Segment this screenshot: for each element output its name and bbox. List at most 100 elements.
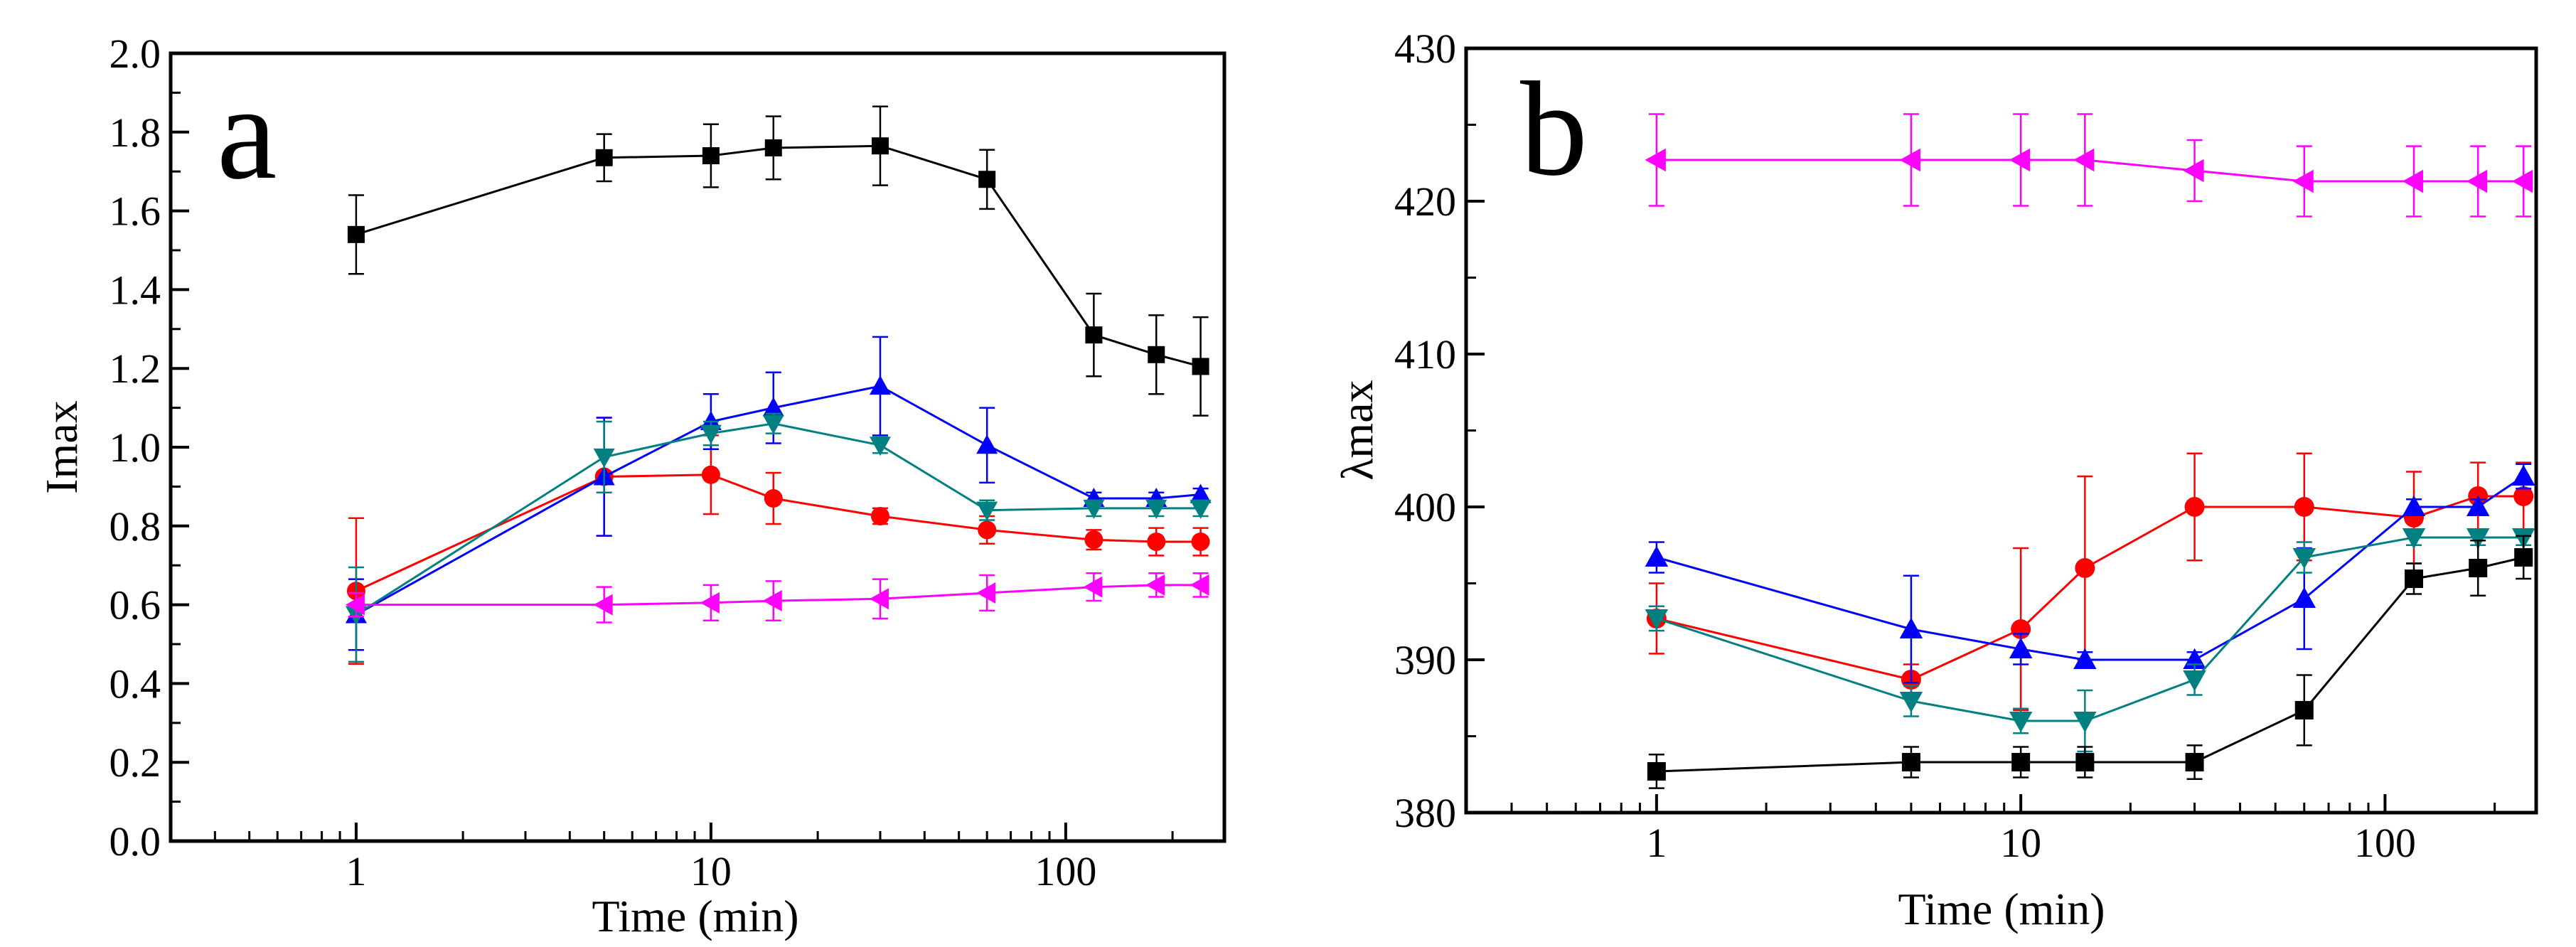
- panel-b-y-tick-label: 420: [1394, 178, 1456, 225]
- panel-b-data-point: [2292, 587, 2316, 608]
- panel-b-data-point: [2292, 547, 2316, 569]
- panel-b-data-point: [2404, 569, 2423, 589]
- panel-b-data-point: [1899, 692, 1923, 713]
- panel-a-y-tick-label: 1.4: [109, 267, 161, 313]
- panel-b-series-triangle-down: [1645, 528, 2535, 753]
- panel-b-data-point: [1899, 148, 1920, 172]
- panel-a-data-point: [978, 520, 997, 540]
- panel-a-data-point: [345, 594, 365, 616]
- panel-a-y-tick-label: 0.0: [109, 818, 161, 865]
- panel-b-series-triangle-left: [1645, 113, 2533, 218]
- panel-a-y-tick-label: 0.8: [109, 503, 161, 550]
- panel-a-data-point: [976, 501, 998, 521]
- panel-b-letter: b: [1520, 55, 1588, 204]
- panel-b-plot-frame: [1464, 46, 2538, 815]
- panel-b-y-tick-label: 400: [1394, 484, 1456, 530]
- panel-a-data-point: [1084, 530, 1103, 550]
- panel-a-data-point: [1190, 483, 1212, 503]
- panel-a-data-point: [702, 147, 720, 165]
- panel-b-y-tick-label: 380: [1394, 790, 1456, 836]
- panel-b-data-point: [2075, 558, 2095, 578]
- panel-b-data-point: [2466, 495, 2490, 516]
- panel-a-data-point: [762, 397, 784, 417]
- panel-b-data-point: [2511, 464, 2535, 486]
- panel-a-data-point: [871, 137, 889, 155]
- panel-b-data-point: [2402, 169, 2423, 193]
- panel-a-data-point: [869, 437, 891, 456]
- panel-a-data-point: [700, 592, 720, 614]
- panel-a-data-point: [1083, 576, 1103, 598]
- panel-b-data-point: [2073, 148, 2095, 172]
- panel-b-series-circle: [1646, 452, 2534, 712]
- panel-a-data-point: [870, 506, 889, 525]
- panel-a-series-square: [347, 105, 1209, 417]
- panel-a-data-point: [1083, 499, 1105, 519]
- panel-a-series-line: [356, 422, 1201, 616]
- panel-b-data-point: [2466, 169, 2488, 193]
- panel-a-data-point: [762, 590, 782, 612]
- panel-a-letter: a: [217, 58, 277, 208]
- panel-a-x-tick-label: 1: [346, 848, 366, 894]
- panel-b-data-point: [2009, 712, 2033, 733]
- panel-b-x-tick-label: 1: [1646, 820, 1667, 866]
- panel-b-data-point: [2402, 528, 2426, 550]
- panel-a-plot-frame: [169, 51, 1226, 843]
- panel-a-data-point: [869, 375, 891, 395]
- panel-a-y-tick-label: 0.4: [109, 660, 161, 707]
- panel-b-data-point: [2183, 670, 2206, 692]
- panel-a-series-triangle-left: [345, 572, 1209, 624]
- panel-a-series-circle: [346, 417, 1210, 665]
- panel-b-data-point: [2511, 169, 2533, 193]
- panel-a-y-axis-title: Imax: [36, 400, 87, 494]
- panel-b-data-point: [2075, 753, 2095, 772]
- panel-a-y-tick-label: 0.6: [109, 582, 161, 628]
- panel-a-y-tick-label: 0.2: [109, 739, 161, 786]
- panel-b-series-square: [1647, 535, 2533, 789]
- panel-a-y-tick-label: 1.2: [109, 346, 161, 392]
- panel-a-data-point: [976, 582, 996, 604]
- panel-b-y-tick-label: 410: [1394, 331, 1456, 378]
- panel-a-y-tick-label: 2.0: [109, 31, 161, 77]
- panel-a-data-point: [764, 139, 782, 156]
- panel-b-data-point: [2402, 495, 2426, 516]
- panel-b-y-tick-label: 390: [1394, 637, 1456, 683]
- panel-a-data-point: [764, 489, 783, 508]
- panel-a-data-point: [700, 424, 722, 444]
- panel-a-x-tick-label: 100: [1035, 848, 1096, 894]
- panel-b-data-point: [1645, 148, 1666, 172]
- panel-a-y-tick-label: 1.8: [109, 109, 161, 156]
- panel-a-ticks: [169, 52, 1174, 842]
- panel-a-data-point: [593, 448, 615, 468]
- panel-b-ticks: [1465, 47, 2496, 814]
- panel-b-data-point: [2009, 148, 2031, 172]
- panel-b-data-point: [1645, 609, 1669, 631]
- panel-a-data-point: [1085, 326, 1103, 344]
- panel-b-data-point: [2294, 497, 2314, 517]
- panel-b-chart: 1 10 100 380 390 400 410 420 430 b Time (min) λm…: [1332, 26, 2538, 934]
- panel-a-data-point: [1190, 499, 1212, 519]
- panel-a-data-point: [347, 225, 365, 243]
- panel-b-data-point: [1647, 761, 1666, 781]
- panel-b-data-point: [2073, 648, 2097, 669]
- panel-a-x-tick-label: 10: [690, 848, 732, 894]
- panel-a-data-point: [1145, 499, 1167, 519]
- panel-a-y-tick-label: 1.6: [109, 188, 161, 235]
- panel-b-y-tick-label: 430: [1394, 26, 1456, 72]
- panel-b-data-point: [2009, 637, 2033, 658]
- panel-a-series: [345, 105, 1212, 665]
- panel-b-data-point: [2514, 547, 2533, 567]
- panel-b-series: [1645, 113, 2535, 789]
- panel-a-data-point: [595, 149, 613, 166]
- panel-b-data-point: [2183, 159, 2204, 183]
- panel-b-series-triangle-up: [1645, 463, 2535, 684]
- panel-b-x-tick-label: 100: [2354, 820, 2416, 866]
- panel-a-data-point: [869, 588, 889, 610]
- panel-b-data-point: [2073, 712, 2097, 733]
- panel-a-tick-labels: 1 10 100 0.0 0.2 0.4 0.6 0.8 1.0 1.2 1.4 1.6 1.8 2.0: [109, 31, 1097, 894]
- panel-a-data-point: [701, 465, 720, 484]
- panel-a-x-axis-title: Time (min): [592, 891, 799, 941]
- panel-b-data-point: [1645, 545, 1669, 567]
- panel-b-x-tick-label: 10: [2000, 820, 2041, 866]
- panel-a-data-point: [1147, 532, 1166, 551]
